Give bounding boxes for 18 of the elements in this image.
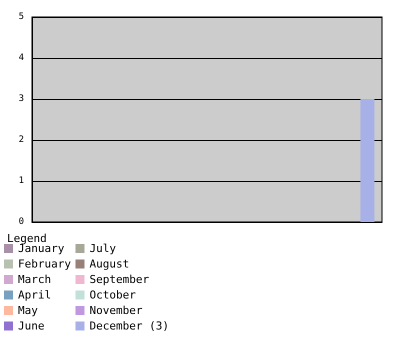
- legend-label: November: [89, 304, 143, 317]
- legend-label: December (3): [89, 320, 169, 332]
- legend-label: May: [18, 304, 38, 317]
- y-tick-label: 0: [18, 217, 24, 227]
- legend-label: March: [18, 273, 52, 286]
- legend-label: July: [89, 242, 116, 255]
- y-tick-label: 4: [18, 53, 24, 63]
- legend-label: June: [18, 320, 44, 332]
- legend-title: Legend: [7, 232, 47, 245]
- legend-label: October: [89, 288, 136, 302]
- legend-label: September: [89, 273, 150, 286]
- y-tick-label: 3: [18, 94, 24, 104]
- y-tick-label: 1: [18, 176, 24, 186]
- legend-label: August: [89, 258, 130, 270]
- y-tick-label: 2: [18, 135, 24, 145]
- legend-label: February: [18, 258, 72, 270]
- legend-label: April: [18, 288, 52, 302]
- y-tick-label: 5: [18, 12, 24, 22]
